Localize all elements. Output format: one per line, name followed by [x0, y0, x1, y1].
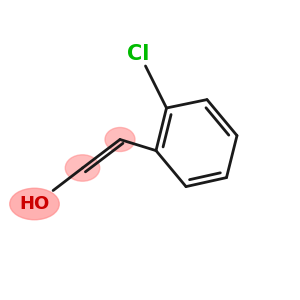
Ellipse shape — [10, 188, 59, 220]
Ellipse shape — [65, 155, 100, 181]
Text: Cl: Cl — [127, 44, 149, 64]
Ellipse shape — [105, 128, 135, 152]
Text: HO: HO — [20, 195, 50, 213]
